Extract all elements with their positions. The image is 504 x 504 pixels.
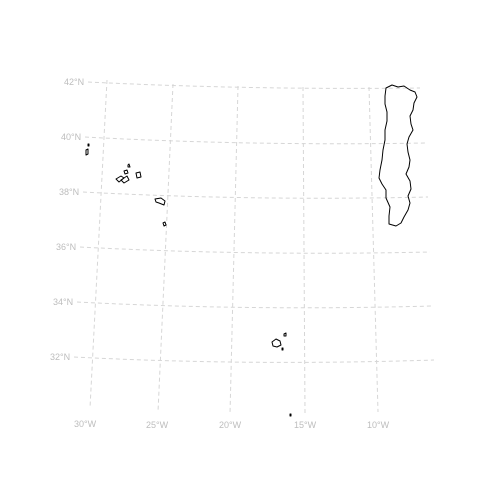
azores-islands bbox=[85, 143, 167, 227]
island-porto-santo bbox=[283, 332, 287, 337]
lon-label-15: 15°W bbox=[294, 420, 317, 430]
parallel-36 bbox=[79, 246, 431, 254]
madeira-islands bbox=[271, 332, 287, 351]
parallel-40 bbox=[84, 136, 426, 145]
island-santa-maria bbox=[162, 221, 167, 227]
lat-label-32: 32°N bbox=[50, 352, 70, 362]
island-graciosa bbox=[127, 163, 131, 168]
meridian-15 bbox=[302, 86, 306, 415]
lat-label-34: 34°N bbox=[53, 297, 73, 307]
parallel-42 bbox=[87, 81, 421, 89]
meridian-25 bbox=[157, 83, 174, 413]
island-corvo bbox=[87, 143, 90, 147]
graticule-parallels bbox=[73, 81, 435, 363]
longitude-labels: 30°W 25°W 20°W 15°W 10°W bbox=[74, 419, 390, 430]
island-faial bbox=[123, 169, 129, 175]
meridian-10 bbox=[368, 86, 379, 413]
island-desertas bbox=[281, 347, 284, 351]
latitude-labels: 42°N 40°N 38°N 36°N 34°N 32°N bbox=[50, 77, 84, 362]
parallel-38 bbox=[82, 191, 429, 199]
lon-label-30: 30°W bbox=[74, 419, 97, 429]
island-flores bbox=[85, 148, 89, 156]
meridian-30 bbox=[89, 79, 108, 409]
island-terceira bbox=[135, 171, 142, 179]
meridian-20 bbox=[229, 85, 239, 415]
parallel-32 bbox=[73, 356, 435, 363]
portugal-mainland bbox=[378, 84, 418, 227]
island-sao-miguel bbox=[154, 197, 166, 206]
lat-label-36: 36°N bbox=[56, 242, 76, 252]
lon-label-25: 25°W bbox=[146, 420, 169, 430]
lat-label-40: 40°N bbox=[61, 132, 81, 142]
graticule-meridians bbox=[89, 79, 379, 415]
island-pico bbox=[120, 175, 130, 184]
lon-label-10: 10°W bbox=[367, 420, 390, 430]
lat-label-42: 42°N bbox=[64, 77, 84, 87]
parallel-34 bbox=[76, 301, 433, 309]
lon-label-20: 20°W bbox=[219, 420, 242, 430]
lat-label-38: 38°N bbox=[59, 187, 79, 197]
selvagens-islands bbox=[289, 413, 292, 417]
island-madeira bbox=[271, 338, 282, 348]
